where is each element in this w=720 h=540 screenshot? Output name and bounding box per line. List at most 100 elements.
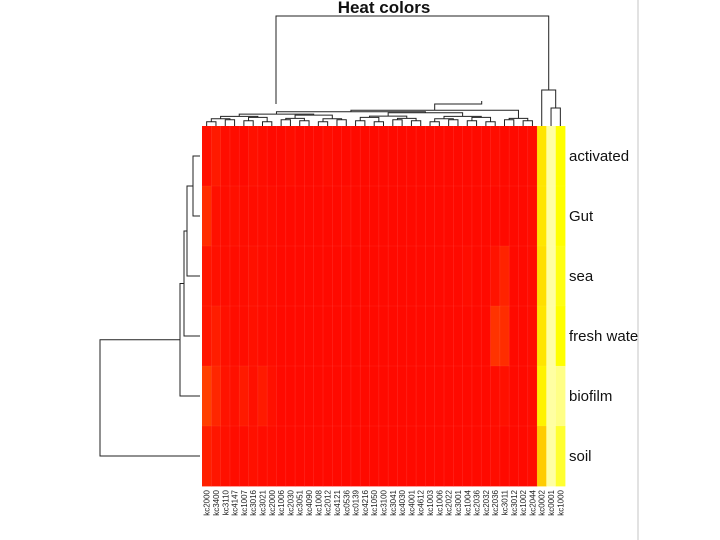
dendrogram-branch <box>317 121 329 126</box>
heatmap-cell <box>509 186 519 247</box>
heatmap-cell <box>509 306 519 367</box>
heatmap-cell <box>220 246 231 307</box>
heatmap-cell <box>304 366 315 427</box>
heatmap-cell <box>276 186 287 247</box>
heatmap-cell <box>434 426 445 487</box>
heatmap-cell <box>257 126 268 187</box>
column-label: kc4090 <box>305 489 314 515</box>
heatmap-cell <box>527 246 538 307</box>
heatmap-cell <box>248 426 259 487</box>
heatmap-cell <box>220 366 231 427</box>
heatmap-cell <box>332 186 343 247</box>
heatmap-cell <box>285 186 296 247</box>
heatmap-cell <box>313 306 324 367</box>
dendrogram-branch <box>336 119 347 126</box>
heatmap-cell <box>388 426 398 487</box>
heatmap-cell <box>276 246 287 307</box>
heatmap-cell <box>388 126 398 187</box>
dendrogram-branch <box>392 119 403 126</box>
heatmap-cell <box>239 186 249 247</box>
heatmap-cell <box>360 246 370 307</box>
column-label: kc1002 <box>519 489 528 515</box>
heatmap-cell <box>546 306 557 367</box>
heatmap-cell <box>425 306 436 367</box>
heatmap-cell <box>267 366 277 427</box>
heatmap-cell <box>211 426 222 487</box>
heatmap-cell <box>546 126 557 187</box>
heatmap-cell <box>388 366 398 427</box>
heatmap-cell <box>341 426 352 487</box>
heatmap-cell <box>276 306 287 367</box>
heatmap-cell <box>434 186 445 247</box>
heatmap-cell <box>211 126 222 187</box>
heatmap-cell <box>462 126 473 187</box>
heatmap-cell <box>397 366 408 427</box>
heatmap-cell <box>229 126 240 187</box>
dendrogram-branch <box>192 155 200 217</box>
heatmap-cell <box>406 126 417 187</box>
heatmap-cell <box>462 426 473 487</box>
dendrogram-branch <box>275 15 550 104</box>
row-label: activated <box>569 148 629 165</box>
heatmap-cell <box>378 126 389 187</box>
column-label: kc2032 <box>482 489 491 515</box>
heatmap-cell <box>323 306 333 367</box>
heatmap-cell <box>276 126 287 187</box>
heatmap-cell <box>471 246 482 307</box>
heatmap-cell <box>341 246 352 307</box>
heatmap-cell <box>444 426 454 487</box>
heatmap-cell <box>211 186 222 247</box>
heatmap-cell <box>304 246 315 307</box>
heatmap-cell <box>453 306 464 367</box>
dendrogram-branch <box>206 121 217 126</box>
column-labels: kc2000 kc3400 kc3110 kc4147 kc1007 kc3016 kc30… <box>203 489 566 515</box>
heatmap-cell <box>537 366 547 427</box>
dendrogram-branch <box>224 119 236 126</box>
heatmap-cell <box>555 126 566 187</box>
column-label: kc2030 <box>286 489 295 515</box>
heatmap-cell <box>537 426 547 487</box>
heatmap-cell <box>332 426 343 487</box>
dendrogram-branch <box>410 120 422 126</box>
heatmap-cell <box>490 366 501 427</box>
heatmap-cell <box>518 126 529 187</box>
column-label: kc3016 <box>249 489 258 515</box>
heatmap-cell <box>239 246 249 307</box>
heatmap-cell <box>434 306 445 367</box>
heatmap-cell <box>481 426 491 487</box>
row-label: Gut <box>569 208 594 225</box>
heatmap-cell <box>490 246 501 307</box>
heatmap-cell <box>537 306 547 367</box>
column-label: kc1000 <box>556 489 565 515</box>
heatmap-cell <box>490 306 501 367</box>
column-label: kc4030 <box>398 489 407 515</box>
heatmap-cell <box>295 366 305 427</box>
heatmap-cell <box>462 366 473 427</box>
heatmap-cell <box>350 186 361 247</box>
heatmap-cell <box>350 246 361 307</box>
heatmap-cell <box>341 186 352 247</box>
heatmap-cell <box>295 426 305 487</box>
heatmap-cell <box>453 126 464 187</box>
heatmap-cell <box>406 426 417 487</box>
heatmap-cell <box>257 366 268 427</box>
heatmap-cell <box>341 126 352 187</box>
heatmap-cell <box>323 246 333 307</box>
column-label: kc0002 <box>538 489 547 515</box>
heatmap-cell <box>239 366 249 427</box>
heatmap-cell <box>481 306 491 367</box>
column-label: kc0139 <box>352 489 361 515</box>
column-label: kc0001 <box>547 489 556 515</box>
heatmap-cell <box>546 246 557 307</box>
dendrogram-branch <box>522 120 533 126</box>
heatmap-cell <box>425 366 436 427</box>
dendrogram-branch <box>550 107 561 126</box>
heatmap-cell <box>257 186 268 247</box>
heatmap-cell <box>369 306 380 367</box>
heatmap-cell <box>471 426 482 487</box>
heatmap-cell <box>499 306 510 367</box>
heatmap-cell <box>453 426 464 487</box>
heatmap-cell <box>229 366 240 427</box>
heatmap-cell <box>388 306 398 367</box>
heatmap-cell <box>248 366 259 427</box>
